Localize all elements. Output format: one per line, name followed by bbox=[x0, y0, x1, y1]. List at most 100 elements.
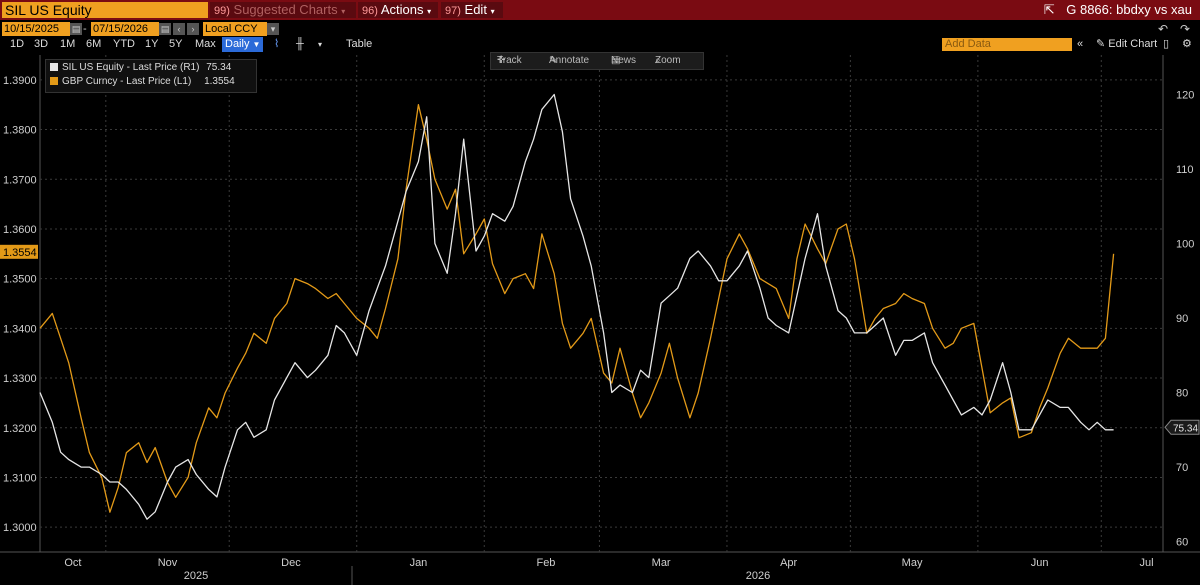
actions-label: Actions bbox=[380, 2, 424, 17]
table-button[interactable]: Table bbox=[346, 38, 373, 50]
suggested-charts-menu[interactable]: 99) Suggested Charts ▾ bbox=[210, 2, 356, 18]
period-button-1y[interactable]: 1Y bbox=[145, 38, 159, 50]
month-label: Jul bbox=[1140, 557, 1154, 569]
chevron-down-icon: ▾ bbox=[490, 7, 495, 16]
left-tick-label: 1.3800 bbox=[3, 125, 37, 137]
chevron-down-icon: ▾ bbox=[427, 7, 432, 16]
undo-icon[interactable]: ↶ bbox=[1158, 22, 1169, 36]
left-tick-label: 1.3900 bbox=[3, 75, 37, 87]
left-tick-label: 1.3000 bbox=[3, 522, 37, 534]
left-tick-label: 1.3100 bbox=[3, 472, 37, 484]
month-label: Oct bbox=[64, 557, 81, 569]
actions-menu[interactable]: 96) Actions ▾ bbox=[358, 2, 438, 18]
left-tick-label: 1.3600 bbox=[3, 224, 37, 236]
period-button-1d[interactable]: 1D bbox=[10, 38, 25, 50]
left-tick-label: 1.3200 bbox=[3, 423, 37, 435]
edit-number: 97) bbox=[445, 5, 461, 17]
legend: SIL US Equity - Last Price (R1) 75.34 GB… bbox=[45, 59, 257, 93]
right-tick-label: 120 bbox=[1176, 89, 1194, 101]
legend-orange-name: GBP Curncy - Last Price (L1) bbox=[62, 76, 192, 87]
annotate-label: Annotate bbox=[549, 55, 590, 66]
chevron-down-icon: ▼ bbox=[252, 40, 261, 49]
news-icon: ▤ bbox=[611, 55, 621, 66]
start-date-input[interactable]: 10/15/2025 bbox=[2, 22, 70, 36]
chart-id: G 8866: bbdxy vs xau bbox=[1066, 2, 1192, 17]
legend-item-orange[interactable]: GBP Curncy - Last Price (L1) 1.3554 bbox=[50, 75, 235, 89]
frequency-select[interactable]: Daily ▼ bbox=[222, 37, 264, 52]
right-tick-label: 70 bbox=[1176, 462, 1188, 474]
chevron-left-icon[interactable]: ‹ bbox=[173, 23, 185, 35]
left-tick-label: 1.3400 bbox=[3, 323, 37, 335]
legend-swatch-white bbox=[50, 63, 58, 71]
end-date-input[interactable]: 07/15/2026 bbox=[91, 22, 159, 36]
edit-menu[interactable]: 97) Edit ▾ bbox=[441, 2, 503, 18]
period-button-5y[interactable]: 5Y bbox=[169, 38, 183, 50]
legend-orange-value: 1.3554 bbox=[204, 76, 235, 87]
right-tick-label: 110 bbox=[1176, 164, 1194, 176]
current-value-tag-left bbox=[0, 244, 38, 259]
month-label: Jun bbox=[1031, 557, 1049, 569]
right-tick-label: 60 bbox=[1176, 537, 1188, 549]
ticker-field[interactable]: SIL US Equity bbox=[2, 2, 208, 18]
month-label: Nov bbox=[158, 557, 178, 569]
month-label: Jan bbox=[410, 557, 428, 569]
line-chart-icon[interactable]: ⌇ bbox=[274, 38, 280, 50]
chevron-right-icon[interactable]: › bbox=[187, 23, 199, 35]
left-tick-label: 1.3500 bbox=[3, 274, 37, 286]
settings-icon[interactable]: ⚙ bbox=[1182, 38, 1192, 50]
track-label: Track bbox=[497, 55, 522, 66]
current-value-tag-right bbox=[1164, 419, 1200, 435]
news-label: News bbox=[611, 55, 637, 66]
month-label: Mar bbox=[652, 557, 671, 569]
redo-icon[interactable]: ↷ bbox=[1180, 22, 1191, 36]
edit-chart-label: Edit Chart bbox=[1108, 38, 1158, 50]
right-tick-label: 100 bbox=[1176, 239, 1194, 251]
currency-select[interactable]: Local CCY bbox=[203, 22, 267, 36]
month-label: Feb bbox=[536, 557, 555, 569]
actions-number: 96) bbox=[362, 5, 378, 17]
frequency-label: Daily bbox=[225, 38, 250, 50]
current-value-left: 1.3554 bbox=[3, 247, 37, 259]
year-label: 2026 bbox=[746, 570, 770, 582]
edit-label: Edit bbox=[464, 2, 487, 17]
right-tick-label: 80 bbox=[1176, 388, 1188, 400]
left-tick-label: 1.3300 bbox=[3, 373, 37, 385]
period-button-3d[interactable]: 3D bbox=[34, 38, 49, 50]
period-button-1m[interactable]: 1M bbox=[60, 38, 76, 50]
legend-white-name: SIL US Equity - Last Price (R1) bbox=[62, 62, 200, 73]
edit-chart-button[interactable]: ✎ Edit Chart bbox=[1096, 37, 1157, 52]
candlestick-icon[interactable]: ╫ bbox=[296, 38, 304, 50]
period-button-ytd[interactable]: YTD bbox=[113, 38, 135, 50]
date-separator: - bbox=[83, 23, 87, 35]
calendar-icon[interactable]: ▤ bbox=[70, 23, 82, 35]
legend-item-white[interactable]: SIL US Equity - Last Price (R1) 75.34 bbox=[50, 61, 231, 75]
crosshair-icon: ✛ bbox=[497, 55, 506, 66]
pencil-icon: ✎ bbox=[549, 55, 558, 66]
legend-swatch-orange bbox=[50, 77, 58, 85]
chart-title-area: ⇱ G 8866: bbdxy vs xau bbox=[1044, 2, 1192, 18]
period-button-6m[interactable]: 6M bbox=[86, 38, 102, 50]
month-label: Apr bbox=[780, 557, 797, 569]
legend-white-value: 75.34 bbox=[206, 62, 232, 73]
chevron-down-icon[interactable]: ▾ bbox=[267, 23, 279, 35]
pin-icon[interactable]: ▯ bbox=[1163, 38, 1170, 50]
month-label: Dec bbox=[281, 557, 301, 569]
add-data-input[interactable]: Add Data bbox=[942, 38, 1072, 51]
period-button-max[interactable]: Max bbox=[195, 38, 216, 50]
collapse-icon[interactable]: « bbox=[1077, 38, 1084, 50]
magnifier-icon: ⌕ bbox=[655, 55, 661, 66]
chevron-down-icon: ▾ bbox=[341, 7, 346, 16]
calendar-icon[interactable]: ▤ bbox=[159, 23, 171, 35]
external-link-icon[interactable]: ⇱ bbox=[1043, 2, 1055, 17]
zoom-label: Zoom bbox=[655, 55, 681, 66]
pencil-icon: ✎ bbox=[1096, 38, 1106, 50]
right-tick-label: 90 bbox=[1176, 313, 1188, 325]
series-line-sil[interactable] bbox=[39, 93, 1114, 520]
left-tick-label: 1.3700 bbox=[3, 174, 37, 186]
year-label: 2025 bbox=[184, 570, 208, 582]
series-line-gbp[interactable] bbox=[39, 104, 1115, 513]
month-label: May bbox=[902, 557, 923, 569]
chevron-down-icon[interactable]: ▾ bbox=[318, 40, 323, 49]
suggested-charts-number: 99) bbox=[214, 5, 230, 17]
